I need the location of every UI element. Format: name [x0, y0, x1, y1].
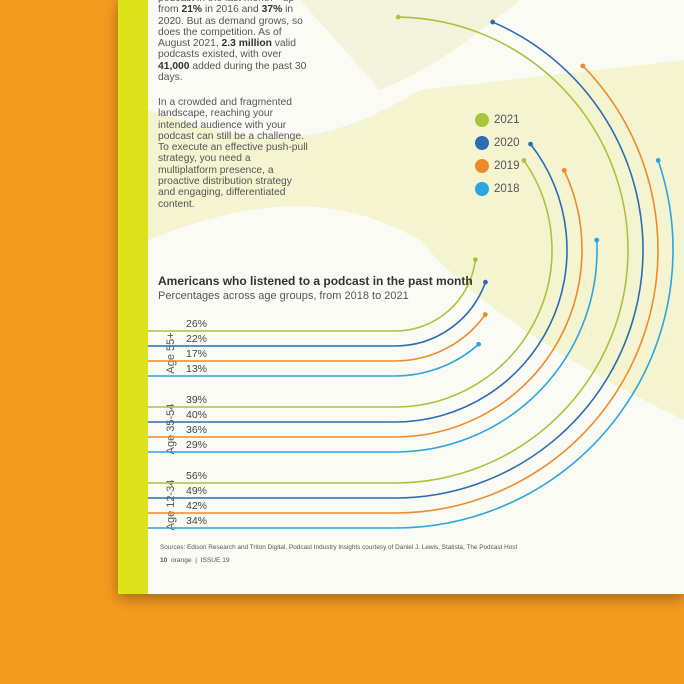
arc-line: [118, 170, 583, 438]
value-label: 34%: [186, 515, 207, 527]
background-shape: [300, 0, 520, 90]
arc-line: [118, 281, 487, 347]
arc-line: [118, 259, 477, 332]
category-label: Age 35-54: [165, 404, 177, 455]
arc-line: [118, 343, 480, 377]
legend-swatch: [475, 136, 489, 150]
arc-end: [483, 279, 488, 285]
value-label: 56%: [186, 470, 207, 482]
chart-title: Americans who listened to a podcast in t…: [158, 274, 473, 288]
value-label: 36%: [186, 424, 207, 436]
value-label: 49%: [186, 485, 207, 497]
value-label: 17%: [186, 348, 207, 360]
bold-text: 41,000: [158, 60, 190, 72]
source: Sources: Edison Research and Triton Digi…: [160, 544, 518, 551]
arc-end: [490, 19, 496, 25]
arc-line: [118, 314, 486, 362]
chart: Age 55+ 26% 22% 17% 13% Age 35-54 39% 40% 36% 29%…: [118, 0, 684, 531]
arc-line: [118, 65, 659, 514]
text: valid podcasts existed, with over: [158, 38, 296, 61]
legend-swatch: [475, 113, 489, 127]
value-label: 29%: [186, 439, 207, 451]
arc-end: [594, 237, 600, 243]
bold-text: 21%: [181, 4, 203, 16]
text: podcast in the last month—up from: [158, 0, 294, 16]
arc-end: [476, 341, 482, 347]
arc-line: [118, 160, 674, 529]
arc-end: [482, 312, 488, 318]
arc-line: [118, 21, 644, 499]
bold-text: 37%: [261, 4, 283, 16]
legend-label: 2018: [494, 183, 520, 195]
text: In a crowded and fragmented landscape, r…: [158, 97, 308, 210]
text: in 2020. But as demand grows, so does th…: [158, 4, 303, 50]
background-shape: [148, 60, 684, 420]
arc-line: [118, 16, 629, 484]
arc-line: [118, 240, 598, 453]
text: added during the past 30 days.: [158, 60, 307, 84]
value-label: 26%: [186, 318, 207, 330]
legend-label: 2021: [494, 114, 520, 126]
value-label: 39%: [186, 394, 207, 406]
category-label: Age 55+: [165, 332, 177, 373]
arc-end: [655, 158, 661, 163]
magazine-name: orange: [171, 557, 192, 564]
chart-subtitle: Percentages across age groups, from 2018…: [158, 290, 409, 302]
arc-line: [118, 159, 553, 408]
arc-end: [561, 167, 567, 173]
issue: ISSUE 19: [200, 557, 230, 564]
paragraph: In a crowded and fragmented landscape, r…: [158, 97, 310, 210]
legend-swatch: [475, 182, 489, 196]
bold-text: 2.3 million: [221, 38, 272, 50]
arc-end: [521, 157, 527, 163]
legend-label: 2019: [494, 160, 520, 172]
legend-label: 2020: [494, 137, 520, 149]
value-label: 13%: [186, 363, 207, 375]
yellow-strip: [118, 0, 148, 594]
arc-end: [395, 14, 401, 20]
paragraph: podcast in the last month—up from 21% in…: [158, 0, 310, 83]
category-label: Age 12-34: [165, 480, 177, 531]
arc-line: [118, 143, 568, 423]
arc-end: [528, 141, 533, 147]
value-label: 42%: [186, 500, 207, 512]
legend-swatch: [475, 159, 489, 173]
footer: 10 orange | ISSUE 19: [160, 557, 230, 564]
arc-end: [580, 63, 586, 69]
page-number: 10: [160, 557, 168, 564]
arc-end: [473, 257, 478, 262]
text: in 2016 and: [202, 4, 262, 16]
value-label: 22%: [186, 333, 207, 345]
value-label: 40%: [186, 409, 207, 421]
